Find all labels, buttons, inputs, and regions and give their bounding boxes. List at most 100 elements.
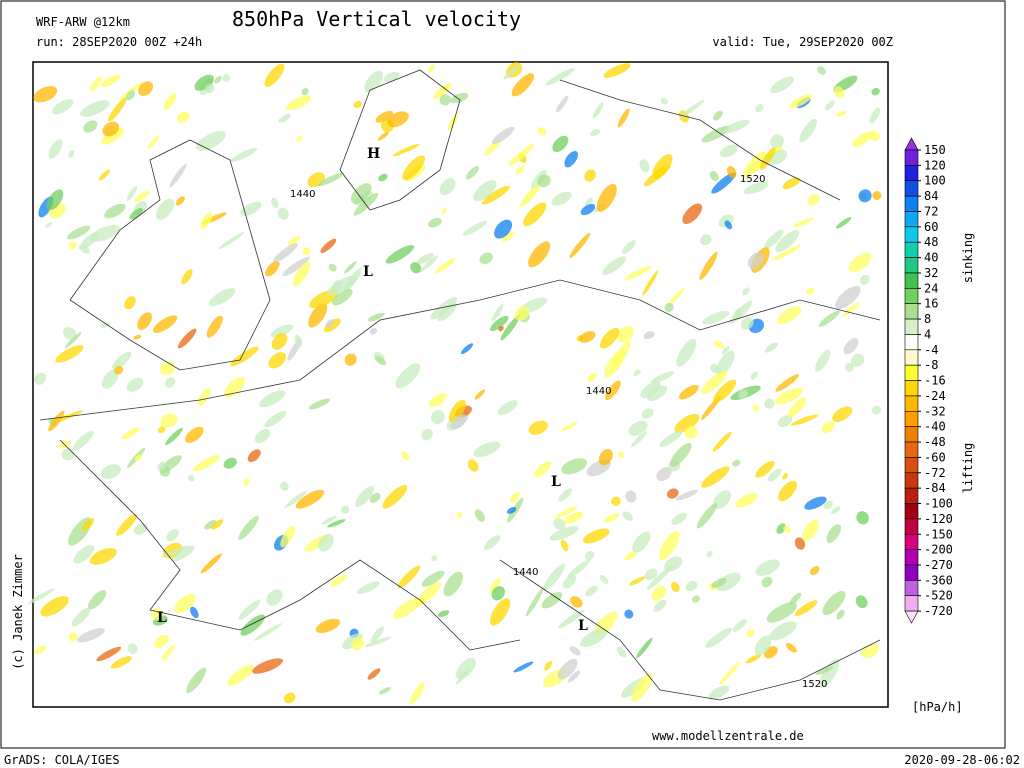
field-blob: [856, 511, 869, 525]
colorbar-tick-label: -4: [924, 343, 938, 357]
isohypse-label: 1520: [802, 679, 827, 690]
colorbar-bin: [904, 257, 919, 274]
field-blob: [325, 319, 334, 329]
map-labels: 1440 H L 1520 1440 L 1440 L L 1520: [157, 146, 827, 690]
field-blob: [45, 222, 53, 228]
field-blob: [222, 74, 231, 82]
field-blob: [80, 100, 110, 117]
field-blob: [716, 572, 741, 592]
field-blob: [68, 241, 77, 250]
field-blob: [308, 303, 328, 328]
field-blob: [584, 169, 596, 182]
field-blob: [40, 596, 69, 617]
coastlines: [39, 69, 881, 701]
field-blob: [755, 461, 775, 478]
field-blob: [570, 596, 583, 608]
field-blob: [34, 372, 47, 385]
field-blob: [671, 512, 687, 525]
field-blob: [259, 390, 286, 408]
field-blob: [437, 610, 450, 618]
field-blob: [483, 535, 501, 550]
field-blob: [764, 342, 779, 353]
field-blob: [78, 244, 90, 254]
field-blob: [537, 174, 551, 188]
field-blob: [843, 338, 859, 355]
field-blob: [208, 288, 236, 307]
field-blob: [127, 643, 138, 655]
field-blob: [807, 194, 820, 206]
field-blob: [696, 502, 718, 529]
field-blob: [278, 113, 291, 123]
field: [28, 62, 882, 705]
field-blob: [83, 120, 98, 133]
field-blob: [264, 63, 285, 88]
field-blob: [844, 362, 854, 372]
field-blob: [402, 155, 426, 181]
field-blob: [869, 107, 881, 124]
field-blob: [137, 312, 152, 331]
field-blob: [554, 505, 578, 519]
field-blob: [764, 398, 775, 409]
field-blob: [742, 287, 750, 296]
field-blob: [836, 609, 845, 620]
field-blob: [624, 609, 634, 619]
colorbar-tick-label: 120: [924, 158, 946, 172]
field-blob: [350, 183, 372, 204]
field-blob: [826, 524, 841, 544]
field-blob: [603, 63, 631, 78]
colorbar-tick-label: -84: [924, 481, 946, 495]
field-blob: [315, 618, 341, 633]
field-blob: [204, 83, 215, 94]
field-blob: [72, 430, 94, 451]
colorbar-tick-label: -24: [924, 389, 946, 403]
field-blob: [176, 111, 190, 124]
field-blob: [760, 147, 776, 170]
field-blob: [817, 66, 826, 75]
field-blob: [165, 427, 183, 446]
field-blob: [670, 442, 692, 467]
field-blob: [192, 455, 221, 472]
field-blob: [682, 203, 703, 225]
field-blob: [163, 93, 177, 110]
field-blob: [679, 99, 705, 119]
field-blob: [266, 589, 283, 606]
field-blob: [545, 68, 575, 86]
field-blob: [302, 247, 311, 256]
field-blob: [491, 586, 505, 601]
field-blob: [561, 458, 588, 475]
field-blob: [243, 478, 250, 487]
field-blob: [660, 97, 668, 105]
field-blob: [633, 369, 641, 377]
field-blob: [175, 196, 185, 206]
field-blob: [580, 628, 609, 648]
field-blob: [513, 661, 534, 673]
unit-label: [hPa/h]: [912, 700, 963, 714]
field-blob: [700, 234, 712, 246]
field-blob: [416, 253, 435, 265]
field-blob: [428, 64, 435, 73]
field-blob: [439, 178, 456, 196]
colorbar-bin: [904, 426, 919, 443]
field-blob: [317, 172, 344, 187]
field-blob: [410, 262, 422, 274]
timestamp: 2020-09-28-06:02: [904, 753, 1020, 767]
field-blob: [329, 574, 348, 587]
field-blob: [474, 389, 486, 400]
field-blob: [64, 332, 82, 349]
field-blob: [711, 577, 727, 588]
field-blob: [455, 669, 470, 685]
field-blob: [100, 464, 121, 479]
field-blob: [200, 212, 213, 230]
field-blob: [674, 413, 700, 433]
field-blob: [382, 485, 408, 509]
field-blob: [534, 461, 552, 478]
colorbar-bin: [904, 165, 919, 182]
field-blob: [552, 135, 569, 152]
colorbar-bin: [904, 318, 919, 335]
colorbar-tick-label: 8: [924, 312, 931, 326]
field-blob: [643, 331, 655, 340]
field-blob: [872, 191, 882, 200]
field-blob: [860, 274, 870, 285]
colorbar: 150120100847260484032241684-4-8-16-24-32…: [904, 137, 953, 624]
field-blob: [385, 245, 414, 264]
